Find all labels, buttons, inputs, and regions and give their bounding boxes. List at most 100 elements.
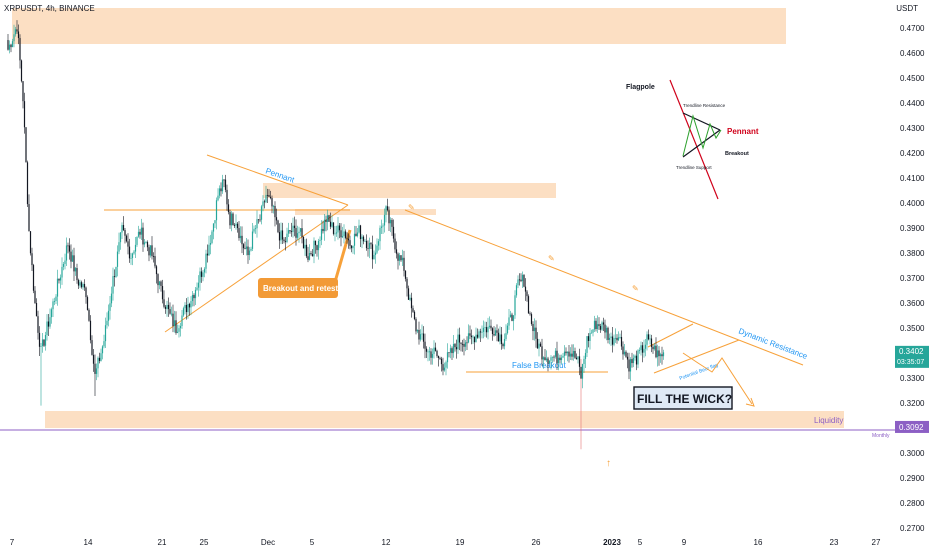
candle-body xyxy=(235,223,237,226)
candle-body xyxy=(523,274,525,287)
candle-body xyxy=(647,334,650,340)
candle-body xyxy=(200,271,203,277)
supply-zone-small[interactable] xyxy=(295,209,436,215)
candle-body xyxy=(119,232,122,243)
candle-body xyxy=(53,301,56,302)
marker-pin-3: ✎ xyxy=(632,284,639,293)
candle-body xyxy=(322,228,324,232)
candle-body xyxy=(223,179,225,181)
candle-body xyxy=(365,240,368,249)
monthly-level-badge[interactable] xyxy=(895,420,929,433)
candle-body xyxy=(77,280,80,286)
candle-body xyxy=(176,331,179,333)
y-tick-label: 0.2700 xyxy=(900,524,925,533)
candle-body xyxy=(623,351,626,355)
candle-body xyxy=(182,308,185,316)
candle-body xyxy=(209,242,212,245)
candle-body xyxy=(637,350,639,365)
candle-body xyxy=(14,29,17,35)
x-tick-label: 23 xyxy=(830,538,839,547)
candle-body xyxy=(509,314,512,318)
bear-flag-upper[interactable] xyxy=(647,323,694,348)
candle-body xyxy=(394,238,396,250)
candle-body xyxy=(232,213,234,226)
candle-body xyxy=(641,345,644,353)
candle-body xyxy=(535,327,537,339)
candle-body xyxy=(62,263,65,267)
x-tick-label: 25 xyxy=(200,538,209,547)
breakout-retest-box[interactable] xyxy=(258,278,338,298)
candle-body xyxy=(254,228,257,230)
candle-body xyxy=(340,230,342,238)
candle-body xyxy=(355,233,357,236)
breakout-retest-label: Breakout and retest xyxy=(263,284,338,293)
candle-body xyxy=(52,301,54,310)
candle-body xyxy=(179,326,182,329)
pennant-diagram: Flagpole Trendline Resistance Pennant Br… xyxy=(626,79,759,200)
candle-body xyxy=(601,322,603,330)
candle-body xyxy=(341,236,344,238)
candle-body xyxy=(149,245,152,256)
liquidity-zone[interactable] xyxy=(45,411,844,428)
candle-body xyxy=(611,336,614,345)
candle-body xyxy=(199,271,201,283)
candle-body xyxy=(37,316,39,333)
candle-body xyxy=(286,233,288,242)
candle-body xyxy=(272,205,275,207)
candle-body xyxy=(616,337,618,341)
candle-body xyxy=(364,240,366,242)
pennant-upper-line[interactable] xyxy=(206,154,349,206)
candle-body xyxy=(67,245,69,247)
candle-body xyxy=(658,350,660,357)
candle-body xyxy=(139,231,141,235)
candle-body xyxy=(461,343,464,345)
candle-body xyxy=(331,222,333,227)
candle-body xyxy=(16,29,18,32)
y-tick-label: 0.3000 xyxy=(900,449,925,458)
candle-body xyxy=(464,342,467,347)
supply-zone-top[interactable] xyxy=(12,8,786,44)
candle-body xyxy=(452,344,455,354)
candle-body xyxy=(346,237,348,239)
bear-flag-lower[interactable] xyxy=(653,339,740,374)
candle-body xyxy=(280,230,282,241)
candle-body xyxy=(359,225,362,240)
candle-body xyxy=(463,343,465,347)
candle-body xyxy=(295,228,297,238)
candle-body xyxy=(239,235,242,239)
candle-body xyxy=(389,219,392,224)
candle-body xyxy=(32,265,35,291)
candle-body xyxy=(572,350,575,357)
projection-path[interactable] xyxy=(682,352,753,405)
dynamic-resistance-line[interactable] xyxy=(404,209,804,366)
candle-body xyxy=(392,226,395,239)
candle-body xyxy=(458,334,461,343)
candle-body xyxy=(290,231,293,233)
candle-body xyxy=(443,367,446,371)
pennant-lower-line[interactable] xyxy=(164,204,349,333)
current-price-badge[interactable] xyxy=(895,345,929,368)
candle-body xyxy=(487,326,489,333)
candle-body xyxy=(617,337,620,341)
candle-body xyxy=(10,44,12,48)
candle-body xyxy=(656,350,659,358)
y-tick-label: 0.4100 xyxy=(900,174,925,183)
candle-body xyxy=(497,332,500,342)
candle-body xyxy=(26,162,29,205)
candle-body xyxy=(631,359,633,364)
x-axis: 7 14 21 25 Dec 5 12 19 26 2023 5 9 16 23 27 xyxy=(10,538,881,547)
candle-body xyxy=(107,310,110,321)
candle-body xyxy=(233,225,236,226)
candle-body xyxy=(227,204,230,213)
supply-zone-mid[interactable] xyxy=(263,183,556,198)
candle-body xyxy=(184,304,186,309)
candle-body xyxy=(493,334,495,336)
candle-body xyxy=(386,206,389,211)
candle-body xyxy=(500,334,503,345)
candle-body xyxy=(29,231,32,254)
candle-body xyxy=(11,41,14,48)
fill-wick-box[interactable] xyxy=(633,386,733,410)
candle-body xyxy=(211,231,213,243)
candle-body xyxy=(316,245,318,251)
